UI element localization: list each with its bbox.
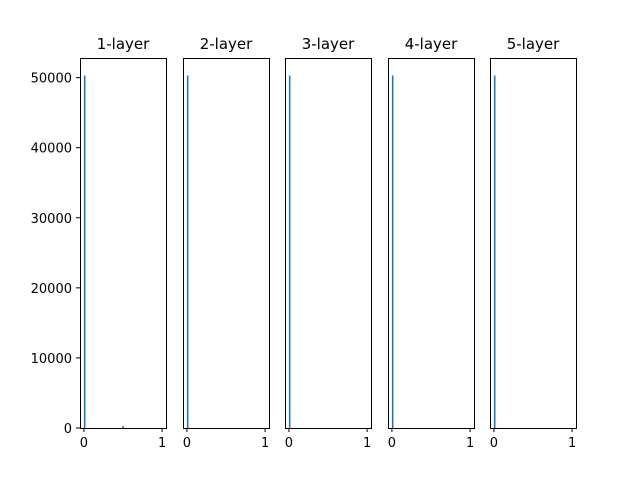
histogram-bar [493, 75, 496, 429]
x-tick-label: 1 [568, 436, 576, 451]
x-tick-label: 1 [363, 436, 371, 451]
y-tick-label: 10000 [31, 352, 72, 367]
subplot-title: 4-layer [405, 35, 458, 53]
subplot-title: 2-layer [200, 35, 253, 53]
x-tick-label: 1 [158, 436, 166, 451]
histogram-bar [391, 75, 394, 429]
x-tick-label: 0 [285, 436, 293, 451]
subplot-5: 5-layer 0 1 [490, 35, 577, 451]
x-tick-label: 0 [183, 436, 191, 451]
x-tick-label: 0 [388, 436, 396, 451]
subplot-2: 2-layer 0 1 [183, 35, 270, 451]
histogram-bar [122, 425, 124, 428]
y-tick-label: 20000 [31, 282, 72, 297]
x-tick-label: 1 [466, 436, 474, 451]
subplot-4: 4-layer 0 1 [388, 35, 475, 451]
y-tick-label: 0 [64, 422, 72, 437]
subplot-title: 3-layer [302, 35, 355, 53]
axes-frame [490, 58, 577, 429]
axes-frame [80, 58, 167, 429]
subplot-1: 1-layer 0 1 0 10000 20000 30000 40000 50000 [31, 35, 167, 451]
subplot-3: 3-layer 0 1 [285, 35, 372, 451]
subplot-title: 1-layer [97, 35, 150, 53]
y-tick-label: 50000 [31, 72, 72, 87]
histogram-bar [83, 75, 86, 429]
x-tick-label: 0 [490, 436, 498, 451]
axes-frame [388, 58, 475, 429]
histogram-bar [288, 75, 291, 429]
x-tick-label: 1 [261, 436, 269, 451]
subplot-title: 5-layer [507, 35, 560, 53]
y-tick-label: 30000 [31, 212, 72, 227]
histogram-bar [186, 75, 189, 429]
axes-frame [285, 58, 372, 429]
axes-frame [183, 58, 270, 429]
x-tick-label: 0 [80, 436, 88, 451]
y-tick-label: 40000 [31, 142, 72, 157]
